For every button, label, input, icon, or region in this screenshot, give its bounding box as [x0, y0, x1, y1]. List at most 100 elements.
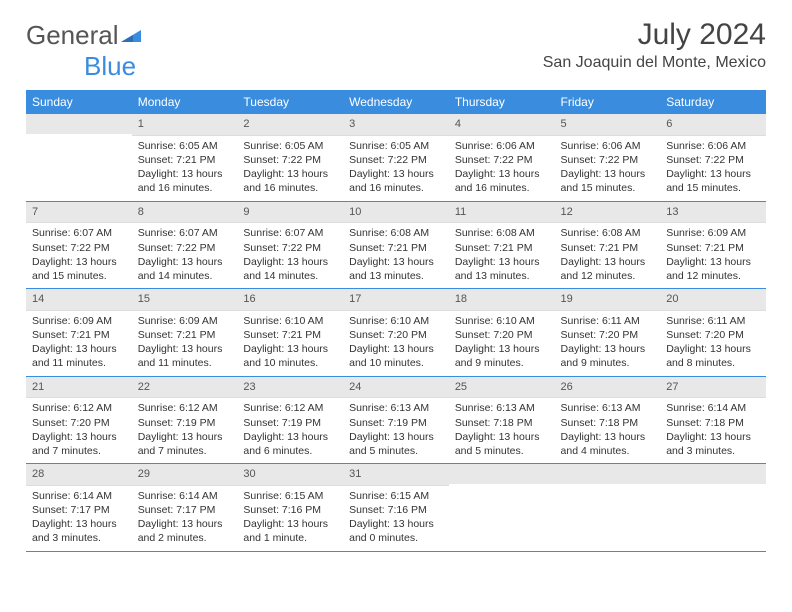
sunset-text: Sunset: 7:21 PM: [666, 241, 760, 255]
calendar-cell: 3Sunrise: 6:05 AMSunset: 7:22 PMDaylight…: [343, 114, 449, 201]
sunrise-text: Sunrise: 6:12 AM: [138, 401, 232, 415]
sunset-text: Sunset: 7:20 PM: [666, 328, 760, 342]
sunset-text: Sunset: 7:22 PM: [138, 241, 232, 255]
daylight-line1: Daylight: 13 hours: [243, 430, 337, 444]
sunrise-text: Sunrise: 6:10 AM: [243, 314, 337, 328]
calendar-cell: [555, 464, 661, 552]
cell-body: Sunrise: 6:13 AMSunset: 7:19 PMDaylight:…: [343, 398, 449, 463]
daylight-line2: and 4 minutes.: [561, 444, 655, 458]
daylight-line1: Daylight: 13 hours: [138, 342, 232, 356]
cell-body: Sunrise: 6:12 AMSunset: 7:19 PMDaylight:…: [132, 398, 238, 463]
daylight-line1: Daylight: 13 hours: [243, 255, 337, 269]
sunrise-text: Sunrise: 6:12 AM: [32, 401, 126, 415]
daylight-line2: and 8 minutes.: [666, 356, 760, 370]
calendar-cell: [660, 464, 766, 552]
day-header: Saturday: [660, 90, 766, 114]
cell-body: Sunrise: 6:09 AMSunset: 7:21 PMDaylight:…: [26, 311, 132, 376]
sunrise-text: Sunrise: 6:14 AM: [138, 489, 232, 503]
cell-body: Sunrise: 6:08 AMSunset: 7:21 PMDaylight:…: [555, 223, 661, 288]
daylight-line1: Daylight: 13 hours: [666, 167, 760, 181]
logo-mark-icon: [121, 18, 141, 49]
daylight-line2: and 5 minutes.: [349, 444, 443, 458]
day-number: 26: [555, 377, 661, 399]
day-number: 23: [237, 377, 343, 399]
day-header-row: Sunday Monday Tuesday Wednesday Thursday…: [26, 90, 766, 114]
daylight-line1: Daylight: 13 hours: [666, 430, 760, 444]
cell-body: Sunrise: 6:13 AMSunset: 7:18 PMDaylight:…: [449, 398, 555, 463]
daylight-line2: and 6 minutes.: [243, 444, 337, 458]
calendar-cell: 23Sunrise: 6:12 AMSunset: 7:19 PMDayligh…: [237, 376, 343, 464]
day-number: 4: [449, 114, 555, 136]
daylight-line2: and 11 minutes.: [138, 356, 232, 370]
sunset-text: Sunset: 7:18 PM: [455, 416, 549, 430]
calendar-cell: 7Sunrise: 6:07 AMSunset: 7:22 PMDaylight…: [26, 201, 132, 289]
calendar-week-row: 7Sunrise: 6:07 AMSunset: 7:22 PMDaylight…: [26, 201, 766, 289]
daylight-line1: Daylight: 13 hours: [243, 167, 337, 181]
calendar-cell: [449, 464, 555, 552]
daylight-line1: Daylight: 13 hours: [349, 342, 443, 356]
sunrise-text: Sunrise: 6:15 AM: [243, 489, 337, 503]
day-number: 11: [449, 202, 555, 224]
day-number: 14: [26, 289, 132, 311]
cell-body: Sunrise: 6:07 AMSunset: 7:22 PMDaylight:…: [237, 223, 343, 288]
day-number: 20: [660, 289, 766, 311]
calendar-week-row: 14Sunrise: 6:09 AMSunset: 7:21 PMDayligh…: [26, 289, 766, 377]
calendar-cell: 31Sunrise: 6:15 AMSunset: 7:16 PMDayligh…: [343, 464, 449, 552]
sunset-text: Sunset: 7:18 PM: [561, 416, 655, 430]
daylight-line2: and 0 minutes.: [349, 531, 443, 545]
sunrise-text: Sunrise: 6:08 AM: [455, 226, 549, 240]
calendar-cell: 24Sunrise: 6:13 AMSunset: 7:19 PMDayligh…: [343, 376, 449, 464]
daylight-line1: Daylight: 13 hours: [32, 517, 126, 531]
sunrise-text: Sunrise: 6:05 AM: [349, 139, 443, 153]
day-number: 13: [660, 202, 766, 224]
daylight-line2: and 15 minutes.: [561, 181, 655, 195]
cell-body: Sunrise: 6:06 AMSunset: 7:22 PMDaylight:…: [449, 136, 555, 201]
calendar-cell: 17Sunrise: 6:10 AMSunset: 7:20 PMDayligh…: [343, 289, 449, 377]
day-number: 21: [26, 377, 132, 399]
sunset-text: Sunset: 7:20 PM: [32, 416, 126, 430]
sunset-text: Sunset: 7:16 PM: [349, 503, 443, 517]
calendar-cell: 18Sunrise: 6:10 AMSunset: 7:20 PMDayligh…: [449, 289, 555, 377]
calendar-week-row: 28Sunrise: 6:14 AMSunset: 7:17 PMDayligh…: [26, 464, 766, 552]
day-number: 2: [237, 114, 343, 136]
day-number: 5: [555, 114, 661, 136]
cell-body: Sunrise: 6:15 AMSunset: 7:16 PMDaylight:…: [343, 486, 449, 551]
calendar-cell: 28Sunrise: 6:14 AMSunset: 7:17 PMDayligh…: [26, 464, 132, 552]
empty-day: [555, 464, 661, 484]
daylight-line2: and 7 minutes.: [32, 444, 126, 458]
calendar-week-row: 1Sunrise: 6:05 AMSunset: 7:21 PMDaylight…: [26, 114, 766, 201]
daylight-line2: and 16 minutes.: [138, 181, 232, 195]
sunrise-text: Sunrise: 6:11 AM: [561, 314, 655, 328]
daylight-line1: Daylight: 13 hours: [561, 167, 655, 181]
page-title: July 2024: [543, 18, 766, 52]
calendar-week-row: 21Sunrise: 6:12 AMSunset: 7:20 PMDayligh…: [26, 376, 766, 464]
cell-body: Sunrise: 6:10 AMSunset: 7:21 PMDaylight:…: [237, 311, 343, 376]
cell-body: Sunrise: 6:10 AMSunset: 7:20 PMDaylight:…: [343, 311, 449, 376]
title-block: July 2024 San Joaquin del Monte, Mexico: [543, 18, 766, 72]
sunset-text: Sunset: 7:19 PM: [349, 416, 443, 430]
daylight-line1: Daylight: 13 hours: [561, 430, 655, 444]
daylight-line2: and 14 minutes.: [138, 269, 232, 283]
cell-body: Sunrise: 6:12 AMSunset: 7:20 PMDaylight:…: [26, 398, 132, 463]
sunset-text: Sunset: 7:20 PM: [349, 328, 443, 342]
daylight-line2: and 9 minutes.: [561, 356, 655, 370]
sunset-text: Sunset: 7:21 PM: [138, 328, 232, 342]
sunrise-text: Sunrise: 6:08 AM: [349, 226, 443, 240]
day-number: 8: [132, 202, 238, 224]
sunrise-text: Sunrise: 6:13 AM: [455, 401, 549, 415]
sunrise-text: Sunrise: 6:08 AM: [561, 226, 655, 240]
daylight-line2: and 5 minutes.: [455, 444, 549, 458]
daylight-line2: and 15 minutes.: [32, 269, 126, 283]
daylight-line2: and 16 minutes.: [455, 181, 549, 195]
cell-body: Sunrise: 6:05 AMSunset: 7:21 PMDaylight:…: [132, 136, 238, 201]
calendar-cell: 11Sunrise: 6:08 AMSunset: 7:21 PMDayligh…: [449, 201, 555, 289]
cell-body: Sunrise: 6:06 AMSunset: 7:22 PMDaylight:…: [660, 136, 766, 201]
logo-text-2: Blue: [84, 51, 136, 81]
logo: GeneralBlue: [26, 18, 141, 82]
sunrise-text: Sunrise: 6:07 AM: [243, 226, 337, 240]
sunrise-text: Sunrise: 6:09 AM: [138, 314, 232, 328]
day-header: Sunday: [26, 90, 132, 114]
sunset-text: Sunset: 7:22 PM: [243, 241, 337, 255]
cell-body: Sunrise: 6:15 AMSunset: 7:16 PMDaylight:…: [237, 486, 343, 551]
day-number: 18: [449, 289, 555, 311]
